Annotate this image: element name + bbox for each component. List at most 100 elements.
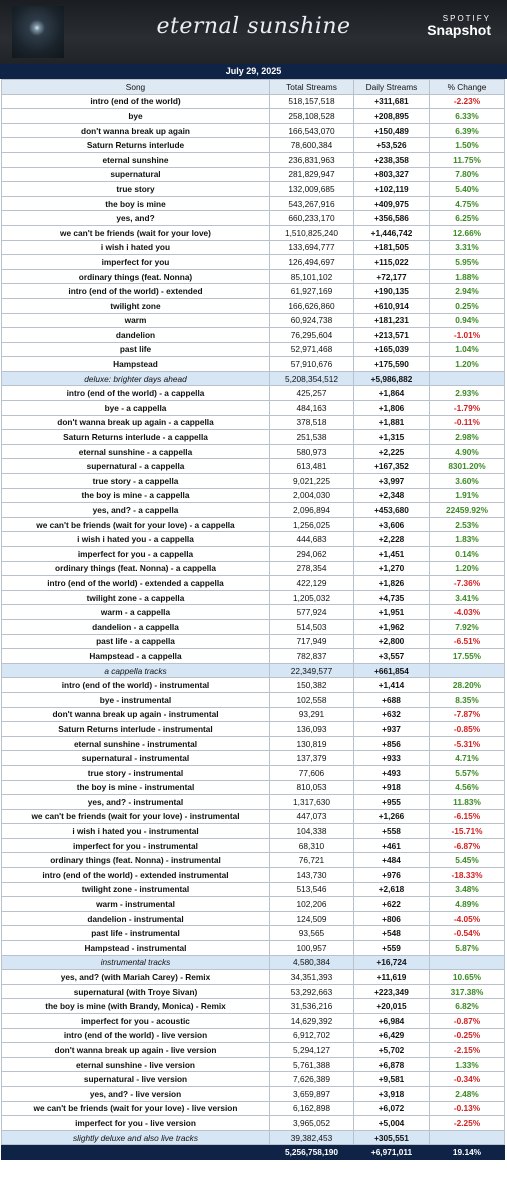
date-bar: July 29, 2025: [0, 64, 507, 79]
pct-change: 3.48%: [429, 881, 505, 898]
table-row: the boy is mine (with Brandy, Monica) - …: [1, 998, 505, 1014]
table-row: bye - a cappella 484,163 +1,806 -1.79%: [1, 400, 505, 416]
daily-streams: +53,526: [353, 137, 430, 153]
pct-change: -0.11%: [429, 414, 505, 431]
table-row: supernatural - instrumental 137,379 +933 4.…: [1, 750, 505, 766]
total-streams: 5,761,388: [269, 1056, 354, 1073]
table-row: intro (end of the world) - a cappella 425…: [1, 385, 505, 402]
pct-change: 5.87%: [429, 940, 505, 956]
daily-streams: +484: [353, 852, 430, 869]
song: the boy is mine - a cappella: [1, 487, 270, 504]
total-streams: 236,831,963: [269, 151, 354, 168]
total-streams-subtotal: 22,349,577: [269, 662, 354, 679]
song: past life - instrumental: [1, 925, 270, 942]
song: i wish i hated you - a cappella: [1, 531, 270, 547]
table-row: supernatural (with Troye Sivan) 53,292,66…: [1, 983, 505, 1000]
table-row: yes, and? - instrumental 1,317,630 +955 11.…: [1, 794, 505, 810]
table-row: don't wanna break up again - live versio…: [1, 1042, 505, 1058]
pct-change: -2.25%: [429, 1115, 505, 1131]
song: imperfect for you - live version: [1, 1115, 270, 1131]
daily-streams: +208,895: [353, 108, 430, 124]
song: Saturn Returns interlude - instrumental: [1, 721, 270, 737]
table-row: the boy is mine - a cappella 2,004,030 +2,…: [1, 487, 505, 504]
table-row: Saturn Returns interlude 78,600,384 +53,52…: [1, 137, 505, 153]
song: intro (end of the world) - extended: [1, 283, 270, 299]
total-streams-subtotal: 39,382,453: [269, 1129, 354, 1146]
song: the boy is mine - instrumental: [1, 779, 270, 796]
pct-change: 4.89%: [429, 896, 505, 912]
total-streams-total: 5,256,758,190: [269, 1144, 354, 1160]
daily-streams: +493: [353, 764, 430, 781]
total-streams: 425,257: [269, 385, 354, 402]
daily-streams: +2,348: [353, 487, 430, 504]
song: we can't be friends (wait for your love)…: [1, 516, 270, 533]
song-subtotal: instrumental tracks: [1, 954, 270, 971]
song: supernatural (with Troye Sivan): [1, 983, 270, 1000]
pct-change: -7.36%: [429, 575, 505, 591]
table-row: intro (end of the world) - instrumental 1…: [1, 677, 505, 693]
song: i wish i hated you - instrumental: [1, 823, 270, 839]
pct-change: 4.56%: [429, 779, 505, 796]
song: don't wanna break up again - a cappella: [1, 414, 270, 431]
daily-streams: +933: [353, 750, 430, 766]
total-streams: 1,510,825,240: [269, 224, 354, 241]
column-header: % Change: [429, 79, 505, 95]
daily-streams: +175,590: [353, 356, 430, 372]
pct-change: 1.04%: [429, 341, 505, 358]
daily-streams: +1,881: [353, 414, 430, 431]
song: true story: [1, 181, 270, 197]
song: twilight zone - instrumental: [1, 881, 270, 898]
table-row: bye 258,108,528 +208,895 6.33%: [1, 108, 505, 124]
total-streams: 3,965,052: [269, 1115, 354, 1131]
pct-change: 28.20%: [429, 677, 505, 693]
table-row: yes, and? 660,233,170 +356,586 6.25%: [1, 210, 505, 226]
pct-change: 6.25%: [429, 210, 505, 226]
pct-change: -7.87%: [429, 706, 505, 723]
pct-change: 0.94%: [429, 312, 505, 329]
table-row: bye - instrumental 102,558 +688 8.35%: [1, 691, 505, 708]
pct-change: 4.75%: [429, 195, 505, 212]
table-row: intro (end of the world) - extended a ca…: [1, 575, 505, 591]
song: yes, and? - live version: [1, 1085, 270, 1102]
daily-streams: +3,557: [353, 648, 430, 664]
song: imperfect for you - a cappella: [1, 546, 270, 562]
pct-change: 1.20%: [429, 356, 505, 372]
song: imperfect for you - instrumental: [1, 837, 270, 854]
banner: eternal sunshine SPOTIFY Snapshot: [0, 0, 507, 64]
table-row: intro (end of the world) 518,157,518 +311,…: [1, 93, 505, 110]
total-streams: 580,973: [269, 443, 354, 460]
pct-change: 1.33%: [429, 1056, 505, 1073]
pct-change: -6.15%: [429, 808, 505, 825]
total-streams: 85,101,102: [269, 268, 354, 285]
total-streams: 543,267,916: [269, 195, 354, 212]
daily-streams: +976: [353, 867, 430, 883]
song: bye - a cappella: [1, 400, 270, 416]
total-streams: 1,256,025: [269, 516, 354, 533]
daily-streams: +238,358: [353, 151, 430, 168]
table-row: true story - a cappella 9,021,225 +3,997 3.…: [1, 473, 505, 489]
table-row: warm 60,924,738 +181,231 0.94%: [1, 312, 505, 329]
song: yes, and?: [1, 210, 270, 226]
table-row: twilight zone - a cappella 1,205,032 +4,73…: [1, 589, 505, 606]
total-streams: 57,910,676: [269, 356, 354, 372]
pct-change: 5.95%: [429, 254, 505, 270]
daily-streams: +3,997: [353, 473, 430, 489]
daily-streams: +11,619: [353, 969, 430, 985]
table-row: yes, and? - a cappella 2,096,894 +453,680 2…: [1, 502, 505, 518]
song: intro (end of the world) - live version: [1, 1027, 270, 1044]
daily-streams: +955: [353, 794, 430, 810]
pct-change: 4.71%: [429, 750, 505, 766]
total-streams: 102,558: [269, 691, 354, 708]
daily-streams: +311,681: [353, 93, 430, 110]
total-streams: 577,924: [269, 604, 354, 620]
table-row: eternal sunshine - instrumental 130,819 +8…: [1, 735, 505, 752]
total-streams: 9,021,225: [269, 473, 354, 489]
pct-change: 11.83%: [429, 794, 505, 810]
song: bye - instrumental: [1, 691, 270, 708]
table-row: Saturn Returns interlude - a cappella 251…: [1, 429, 505, 445]
daily-streams: +803,327: [353, 166, 430, 183]
daily-streams: +1,451: [353, 546, 430, 562]
song: yes, and? - instrumental: [1, 794, 270, 810]
daily-streams: +213,571: [353, 327, 430, 343]
total-streams: 7,626,389: [269, 1071, 354, 1087]
